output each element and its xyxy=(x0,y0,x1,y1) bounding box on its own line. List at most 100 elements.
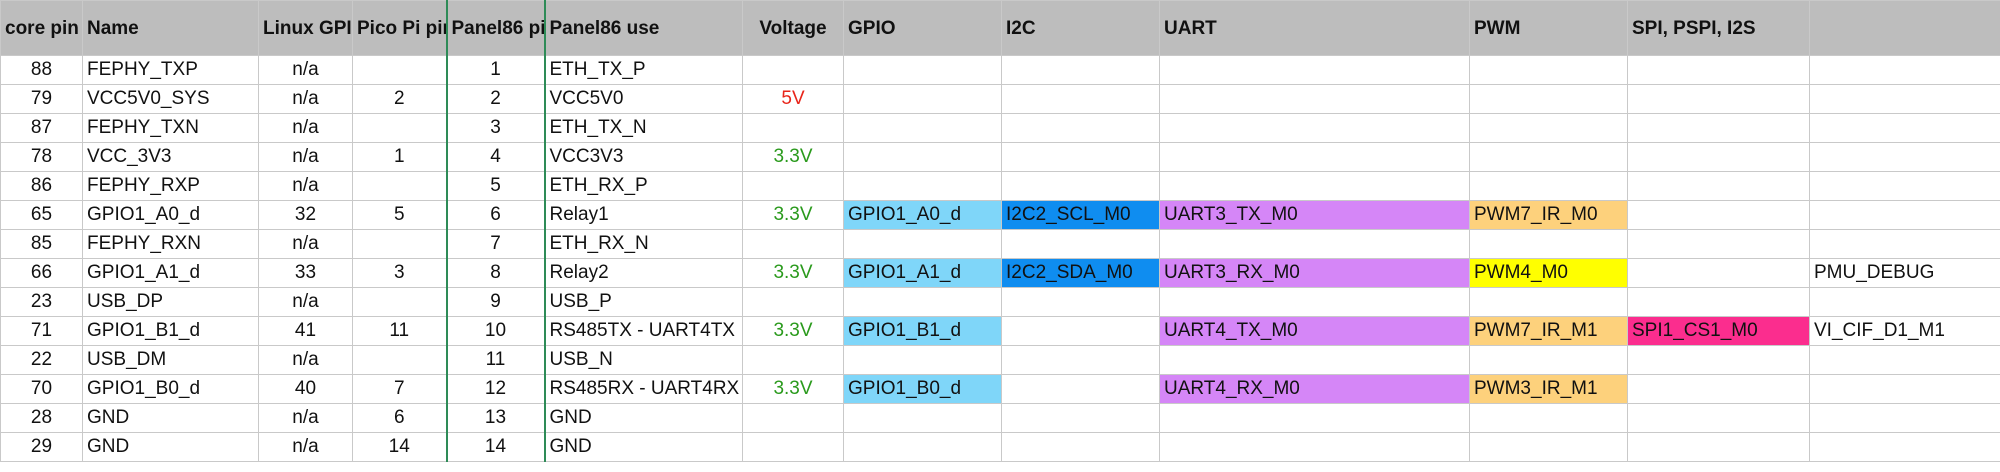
cell-pwm xyxy=(1469,229,1628,259)
cell-pwm: PWM7_IR_M0 xyxy=(1469,200,1628,230)
cell-extra xyxy=(1809,200,2000,230)
header-i2c: I2C xyxy=(1001,0,1160,56)
cell-panel86-pin: 14 xyxy=(445,432,545,462)
cell-uart xyxy=(1159,55,1470,85)
cell-linux-gpio: n/a xyxy=(258,113,353,143)
cell-gpio xyxy=(843,345,1002,375)
cell-core-pin: 78 xyxy=(0,142,83,172)
cell-extra xyxy=(1809,403,2000,433)
cell-pico-pi-pin: 6 xyxy=(352,403,447,433)
cell-pwm xyxy=(1469,84,1628,114)
cell-uart xyxy=(1159,287,1470,317)
cell-name: GPIO1_B1_d xyxy=(82,316,259,346)
cell-pwm: PWM3_IR_M1 xyxy=(1469,374,1628,404)
cell-extra xyxy=(1809,229,2000,259)
cell-core-pin: 87 xyxy=(0,113,83,143)
header-voltage: Voltage xyxy=(742,0,844,56)
cell-uart: UART4_TX_M0 xyxy=(1159,316,1470,346)
cell-uart: UART3_RX_M0 xyxy=(1159,258,1470,288)
cell-gpio xyxy=(843,142,1002,172)
cell-uart xyxy=(1159,113,1470,143)
cell-core-pin: 85 xyxy=(0,229,83,259)
cell-voltage xyxy=(742,113,844,143)
cell-i2c xyxy=(1001,345,1160,375)
cell-uart xyxy=(1159,84,1470,114)
cell-core-pin: 88 xyxy=(0,55,83,85)
cell-extra xyxy=(1809,84,2000,114)
cell-pico-pi-pin xyxy=(352,345,447,375)
table-row: 88 FEPHY_TXP n/a 1 ETH_TX_P xyxy=(0,55,2000,85)
table-body: 88 FEPHY_TXP n/a 1 ETH_TX_P 79 VCC5V0_SYS n/a 2 2… xyxy=(0,55,2000,462)
cell-panel86-pin: 9 xyxy=(445,287,545,317)
cell-linux-gpio: n/a xyxy=(258,403,353,433)
cell-extra xyxy=(1809,287,2000,317)
cell-name: GPIO1_A1_d xyxy=(82,258,259,288)
cell-linux-gpio: 41 xyxy=(258,316,353,346)
cell-panel86-use: GND xyxy=(543,432,743,462)
cell-i2c xyxy=(1001,287,1160,317)
cell-pico-pi-pin: 14 xyxy=(352,432,447,462)
cell-name: VCC_3V3 xyxy=(82,142,259,172)
cell-i2c xyxy=(1001,374,1160,404)
cell-name: USB_DP xyxy=(82,287,259,317)
cell-panel86-pin: 13 xyxy=(445,403,545,433)
cell-panel86-use: ETH_TX_N xyxy=(543,113,743,143)
cell-gpio xyxy=(843,403,1002,433)
cell-pico-pi-pin: 1 xyxy=(352,142,447,172)
cell-panel86-pin: 3 xyxy=(445,113,545,143)
cell-panel86-use: VCC3V3 xyxy=(543,142,743,172)
cell-panel86-pin: 12 xyxy=(445,374,545,404)
cell-core-pin: 70 xyxy=(0,374,83,404)
cell-pico-pi-pin xyxy=(352,171,447,201)
cell-spi xyxy=(1627,432,1810,462)
cell-name: FEPHY_TXP xyxy=(82,55,259,85)
cell-panel86-use: Relay2 xyxy=(543,258,743,288)
cell-core-pin: 22 xyxy=(0,345,83,375)
cell-i2c xyxy=(1001,432,1160,462)
cell-name: FEPHY_TXN xyxy=(82,113,259,143)
cell-voltage xyxy=(742,171,844,201)
header-linux-gpio: Linux GPIO # xyxy=(258,0,353,56)
cell-extra xyxy=(1809,432,2000,462)
cell-i2c xyxy=(1001,171,1160,201)
cell-i2c xyxy=(1001,113,1160,143)
cell-extra xyxy=(1809,142,2000,172)
cell-linux-gpio: n/a xyxy=(258,171,353,201)
table-row: 87 FEPHY_TXN n/a 3 ETH_TX_N xyxy=(0,113,2000,143)
header-gpio: GPIO xyxy=(843,0,1002,56)
table-row: 23 USB_DP n/a 9 USB_P xyxy=(0,287,2000,317)
table-row: 86 FEPHY_RXP n/a 5 ETH_RX_P xyxy=(0,171,2000,201)
cell-voltage xyxy=(742,345,844,375)
cell-pwm xyxy=(1469,171,1628,201)
cell-spi xyxy=(1627,287,1810,317)
cell-pico-pi-pin: 3 xyxy=(352,258,447,288)
cell-panel86-pin: 4 xyxy=(445,142,545,172)
cell-pico-pi-pin: 5 xyxy=(352,200,447,230)
cell-linux-gpio: n/a xyxy=(258,229,353,259)
cell-name: FEPHY_RXP xyxy=(82,171,259,201)
cell-name: GND xyxy=(82,432,259,462)
cell-uart xyxy=(1159,171,1470,201)
cell-panel86-use: RS485TX - UART4TX xyxy=(543,316,743,346)
table-row: 22 USB_DM n/a 11 USB_N xyxy=(0,345,2000,375)
cell-linux-gpio: n/a xyxy=(258,142,353,172)
table-row: 28 GND n/a 6 13 GND xyxy=(0,403,2000,433)
table-row: 71 GPIO1_B1_d 41 11 10 RS485TX - UART4TX 3.3V G… xyxy=(0,316,2000,346)
cell-uart: UART3_TX_M0 xyxy=(1159,200,1470,230)
header-core-pin: core pin # xyxy=(0,0,83,56)
cell-voltage: 5V xyxy=(742,84,844,114)
cell-spi xyxy=(1627,142,1810,172)
cell-voltage xyxy=(742,403,844,433)
cell-core-pin: 79 xyxy=(0,84,83,114)
cell-uart: UART4_RX_M0 xyxy=(1159,374,1470,404)
cell-i2c xyxy=(1001,55,1160,85)
cell-i2c: I2C2_SDA_M0 xyxy=(1001,258,1160,288)
cell-gpio xyxy=(843,113,1002,143)
cell-voltage xyxy=(742,432,844,462)
cell-uart xyxy=(1159,432,1470,462)
cell-voltage: 3.3V xyxy=(742,316,844,346)
cell-panel86-use: Relay1 xyxy=(543,200,743,230)
table-row: 78 VCC_3V3 n/a 1 4 VCC3V3 3.3V xyxy=(0,142,2000,172)
cell-i2c xyxy=(1001,229,1160,259)
cell-extra: VI_CIF_D1_M1 xyxy=(1809,316,2000,346)
